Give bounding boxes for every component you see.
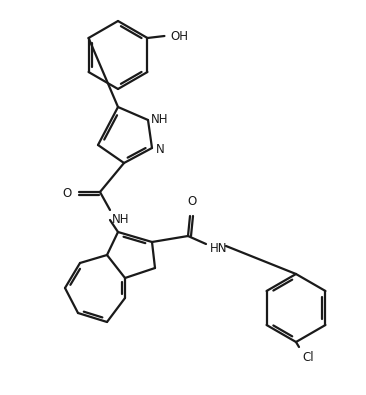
Text: NH: NH <box>112 213 130 226</box>
Text: HN: HN <box>210 241 228 254</box>
Text: OH: OH <box>171 30 188 43</box>
Text: N: N <box>156 143 165 156</box>
Text: O: O <box>187 195 197 208</box>
Text: NH: NH <box>151 113 168 126</box>
Text: O: O <box>63 186 72 199</box>
Text: Cl: Cl <box>302 351 314 364</box>
